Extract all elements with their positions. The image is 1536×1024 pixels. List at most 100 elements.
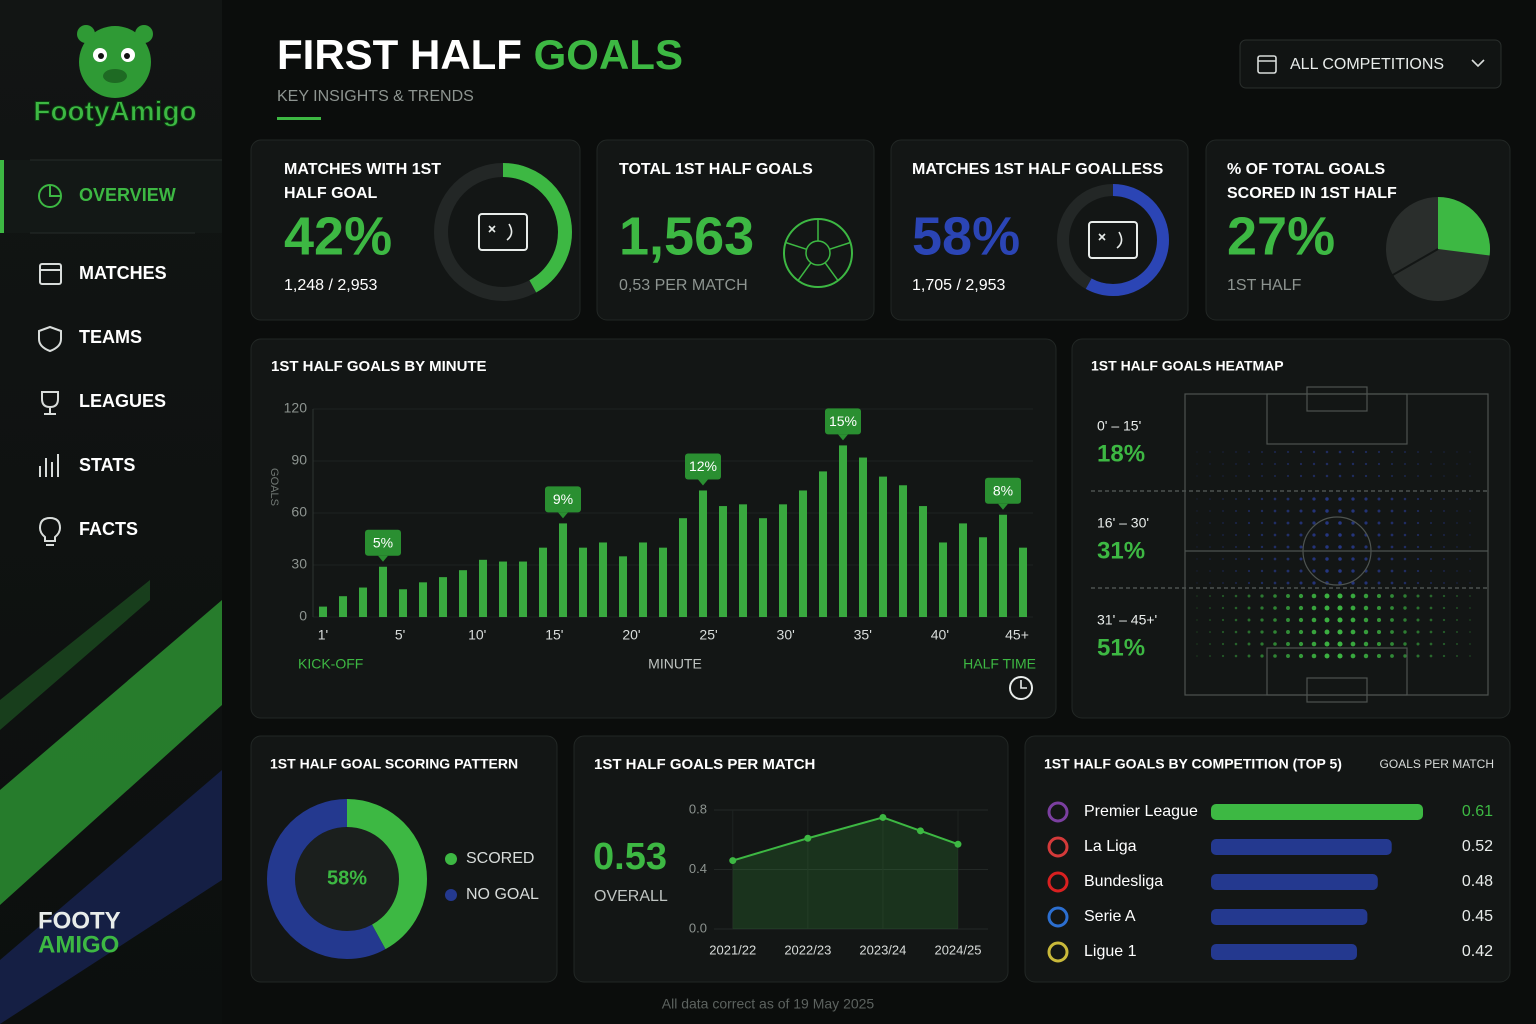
heat-dot xyxy=(1234,545,1238,549)
logo-text: FootyAmigo xyxy=(33,95,196,126)
heat-dot xyxy=(1273,630,1277,634)
heat-dot xyxy=(1456,546,1458,548)
bar xyxy=(559,523,567,617)
heat-dot xyxy=(1403,497,1407,501)
heat-dot xyxy=(1260,509,1264,513)
heat-dot xyxy=(1196,510,1198,512)
annotation-label: 9% xyxy=(553,491,573,507)
heat-dot xyxy=(1209,607,1211,609)
heat-dot xyxy=(1469,619,1471,621)
heat-dot xyxy=(1390,606,1394,610)
heat-dot xyxy=(1324,629,1330,635)
timeline-clock-hand xyxy=(1020,680,1027,689)
nav-item[interactable]: TEAMS xyxy=(79,327,142,347)
heat-dot xyxy=(1350,629,1356,635)
nav-item[interactable]: OVERVIEW xyxy=(79,185,176,205)
annotation-label: 8% xyxy=(993,482,1013,498)
heat-dot xyxy=(1312,557,1316,561)
heat-dot xyxy=(1286,533,1290,537)
heat-dot xyxy=(1351,462,1355,466)
heat-dot xyxy=(1443,451,1445,453)
overall-label: OVERALL xyxy=(594,888,668,905)
heat-dot xyxy=(1456,534,1458,536)
heat-dot xyxy=(1390,594,1394,598)
heat-dot xyxy=(1350,593,1356,599)
heat-dot xyxy=(1273,569,1277,573)
heat-dot xyxy=(1390,642,1394,646)
chart-title: 1ST HALF GOAL SCORING PATTERN xyxy=(270,756,518,772)
heat-dot xyxy=(1234,557,1238,561)
nav-item[interactable]: STATS xyxy=(79,455,135,475)
heat-dot xyxy=(1469,546,1471,548)
heat-dot xyxy=(1390,462,1394,466)
heat-dot xyxy=(1338,545,1342,549)
heat-dot xyxy=(1364,462,1368,466)
donut-hole xyxy=(295,827,399,931)
end-label: HALF TIME xyxy=(963,656,1036,672)
chart-title: 1ST HALF GOALS HEATMAP xyxy=(1091,358,1284,374)
heat-dot xyxy=(1416,594,1420,598)
pitch-goal xyxy=(1306,386,1368,412)
nav-item[interactable]: FACTS xyxy=(79,519,138,539)
heat-dot xyxy=(1469,655,1471,657)
heat-dot xyxy=(1311,617,1317,623)
heat-dot xyxy=(1247,557,1251,561)
nav-active-bar xyxy=(0,160,4,233)
y-tick-label: 30 xyxy=(291,556,307,572)
line-point xyxy=(916,827,924,835)
heat-dot xyxy=(1286,581,1290,585)
x-tick-label: 2023/24 xyxy=(859,942,906,957)
pie-separator xyxy=(1392,248,1439,276)
nav-item[interactable]: LEAGUES xyxy=(79,391,166,411)
heat-dot xyxy=(1273,654,1277,658)
heat-dot xyxy=(1260,618,1264,622)
heat-dot xyxy=(1196,546,1198,548)
heat-dot xyxy=(1209,558,1211,560)
heat-dot xyxy=(1469,595,1471,597)
heat-dot xyxy=(1403,521,1407,525)
heat-dot xyxy=(1377,545,1381,549)
heat-dot xyxy=(1273,474,1277,478)
heat-dot xyxy=(1273,450,1277,454)
heat-dot xyxy=(1376,641,1382,647)
heat-dot xyxy=(1351,533,1355,537)
heat-dot xyxy=(1312,569,1316,573)
filter-label[interactable]: ALL COMPETITIONS xyxy=(1290,56,1444,73)
sidebar-stripe xyxy=(0,600,222,905)
bar xyxy=(619,556,627,617)
heat-dot xyxy=(1273,581,1277,585)
y-tick-label: 0.0 xyxy=(689,920,707,935)
heat-dot xyxy=(1209,510,1211,512)
heat-dot xyxy=(1364,521,1368,525)
heat-dot xyxy=(1443,510,1445,512)
heat-dot xyxy=(1260,545,1264,549)
bar xyxy=(699,490,707,617)
heat-dot xyxy=(1222,522,1224,524)
heat-dot xyxy=(1469,534,1471,536)
heat-dot xyxy=(1298,605,1304,611)
heat-dot xyxy=(1298,641,1304,647)
card xyxy=(250,139,581,321)
bar xyxy=(1019,547,1027,617)
heat-dot xyxy=(1376,653,1382,659)
league-name: Premier League xyxy=(1084,803,1198,820)
heat-dot xyxy=(1286,521,1290,525)
heat-dot xyxy=(1350,617,1356,623)
heat-dot xyxy=(1442,630,1446,634)
filter-dropdown[interactable] xyxy=(1239,39,1502,89)
annotation-pointer xyxy=(998,503,1008,510)
annotation-bubble xyxy=(985,477,1021,504)
league-icon xyxy=(1047,871,1069,893)
heat-dot xyxy=(1443,534,1445,536)
bar xyxy=(859,457,867,617)
heat-dot xyxy=(1234,618,1238,622)
heat-dot xyxy=(1222,475,1224,477)
ball-seam xyxy=(829,241,851,251)
heat-dot xyxy=(1390,545,1394,549)
heat-dot xyxy=(1298,617,1304,623)
nav-item[interactable]: MATCHES xyxy=(79,263,167,283)
donut-center: 58% xyxy=(327,867,367,889)
y-axis-label: GOALS xyxy=(268,468,280,506)
heat-dot xyxy=(1222,510,1224,512)
heat-dot xyxy=(1403,594,1407,598)
